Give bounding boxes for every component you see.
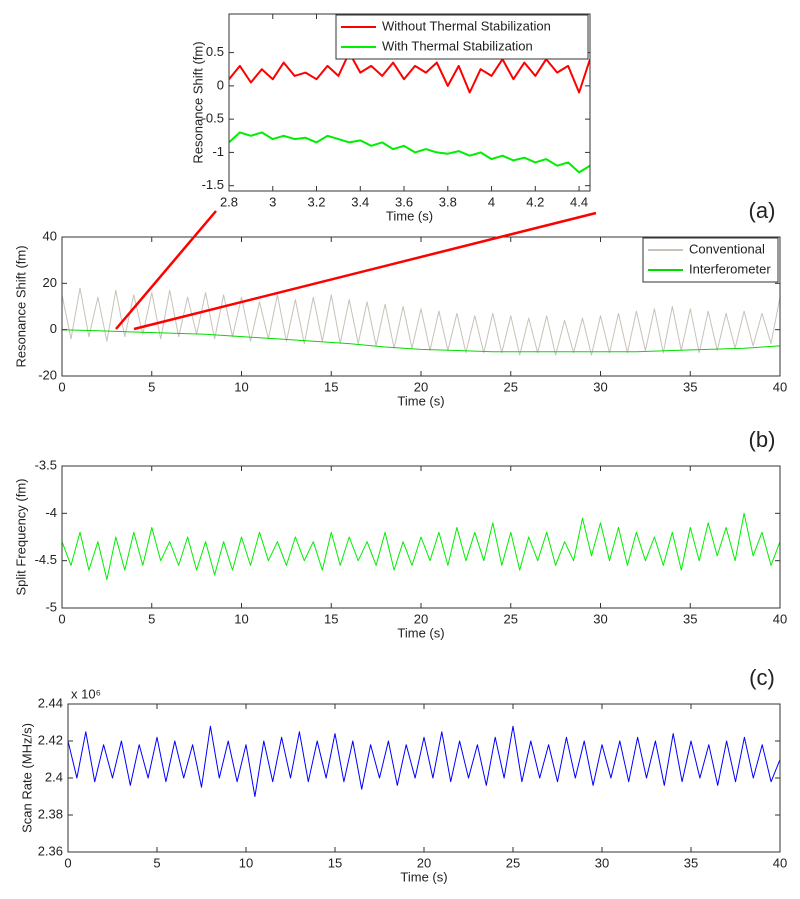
x-axis-label: Time (s) (397, 625, 444, 640)
x-tick-label: 4 (488, 194, 495, 209)
x-tick-label: 5 (153, 855, 160, 870)
data-line (68, 725, 780, 797)
y-tick-label: -1 (212, 144, 224, 159)
legend-label: Without Thermal Stabilization (382, 18, 551, 33)
x-tick-label: 25 (504, 611, 518, 626)
y-tick-label: 0.5 (206, 44, 224, 59)
legend-box (642, 237, 779, 283)
x-tick-label: 2.8 (220, 194, 238, 209)
panel-label: (b) (749, 427, 776, 452)
x-tick-label: 25 (504, 379, 518, 394)
legend-label: With Thermal Stabilization (382, 38, 533, 53)
y-tick-label: -4 (45, 505, 57, 520)
zoom-line (133, 211, 597, 331)
x-tick-label: 15 (328, 855, 342, 870)
y-axis-label: Split Frequency (fm) (13, 478, 28, 595)
x-tick-label: 40 (773, 379, 787, 394)
y-tick-label: 0 (217, 77, 224, 92)
x-tick-label: 4.2 (526, 194, 544, 209)
y-tick-label: 2.42 (38, 732, 63, 747)
x-tick-label: 0 (58, 379, 65, 394)
x-tick-label: 35 (683, 379, 697, 394)
y-tick-label: -3.5 (35, 457, 57, 472)
data-line (62, 287, 780, 356)
zoom-line (115, 210, 217, 330)
y-tick-label: 2.38 (38, 806, 63, 821)
x-tick-label: 30 (595, 855, 609, 870)
x-tick-label: 15 (324, 379, 338, 394)
x-tick-label: 25 (506, 855, 520, 870)
x-tick-label: 0 (64, 855, 71, 870)
y-axis-label: Resonance Shift (fm) (190, 41, 205, 163)
x-tick-label: 3 (269, 194, 276, 209)
panel-label: (c) (749, 665, 775, 690)
data-line (62, 512, 780, 581)
x-axis-label: Time (s) (400, 869, 447, 884)
x-tick-label: 40 (773, 611, 787, 626)
axes-box (228, 13, 591, 192)
x-tick-label: 20 (414, 379, 428, 394)
x-tick-label: 5 (148, 611, 155, 626)
legend-label: Interferometer (689, 261, 771, 276)
y-tick-label: -20 (38, 367, 57, 382)
x-tick-label: 3.6 (395, 194, 413, 209)
x-tick-label: 10 (234, 611, 248, 626)
x-tick-label: 3.8 (439, 194, 457, 209)
x-tick-label: 20 (414, 611, 428, 626)
x-tick-label: 30 (593, 379, 607, 394)
y-tick-label: -1.5 (202, 177, 224, 192)
y-tick-label: -5 (45, 599, 57, 614)
y-tick-label: 0 (50, 321, 57, 336)
y-tick-label: 2.44 (38, 695, 63, 710)
plot-area (68, 704, 780, 852)
data-line (62, 329, 780, 353)
x-tick-label: 10 (234, 379, 248, 394)
x-tick-label: 20 (417, 855, 431, 870)
legend-label: Conventional (689, 241, 765, 256)
x-tick-label: 3.4 (351, 194, 369, 209)
x-axis-label: Time (s) (386, 208, 433, 223)
x-tick-label: 4.4 (570, 194, 588, 209)
x-tick-label: 3.2 (307, 194, 325, 209)
x-tick-label: 35 (684, 855, 698, 870)
x-axis-label: Time (s) (397, 393, 444, 408)
y-tick-label: 2.36 (38, 843, 63, 858)
y-tick-label: -0.5 (202, 111, 224, 126)
data-line (229, 131, 590, 174)
y-axis-label: Scan Rate (MHz/s) (19, 723, 34, 833)
legend-box (335, 14, 589, 60)
data-line (229, 51, 590, 94)
y-tick-label: 2.4 (45, 769, 63, 784)
x-tick-label: 40 (773, 855, 787, 870)
y-tick-label: 40 (43, 228, 57, 243)
y-multiplier: x 10⁶ (71, 686, 101, 701)
x-tick-label: 5 (148, 379, 155, 394)
x-tick-label: 35 (683, 611, 697, 626)
panel-label: (a) (749, 198, 776, 223)
x-tick-label: 30 (593, 611, 607, 626)
x-tick-label: 0 (58, 611, 65, 626)
y-tick-label: -4.5 (35, 552, 57, 567)
x-tick-label: 10 (239, 855, 253, 870)
x-tick-label: 15 (324, 611, 338, 626)
y-tick-label: 20 (43, 275, 57, 290)
y-axis-label: Resonance Shift (fm) (13, 245, 28, 367)
